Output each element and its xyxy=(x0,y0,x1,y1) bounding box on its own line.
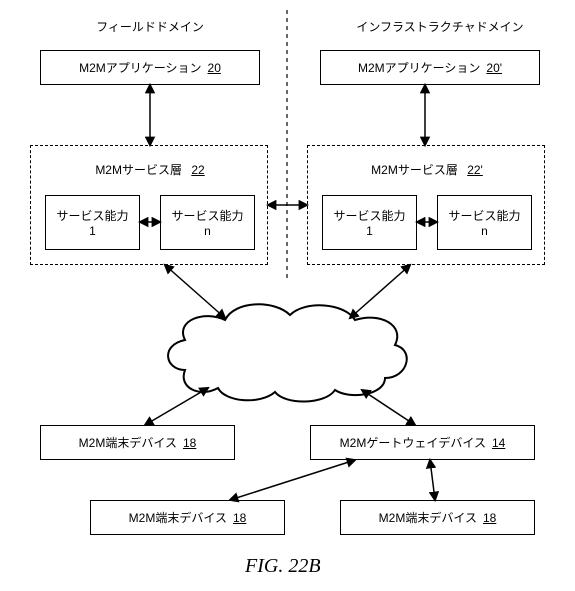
m2m-terminal-c-box: M2M端末デバイス 18 xyxy=(340,500,535,535)
label-text: M2Mサービス層 xyxy=(371,163,458,177)
cap-label: サービス能力 xyxy=(448,207,520,224)
cap-label: サービス能力 xyxy=(171,207,243,224)
label-text: フィールドドメイン xyxy=(96,20,204,34)
cap-sub: 1 xyxy=(89,224,96,238)
service-right-label: M2Mサービス層 22' xyxy=(308,161,546,178)
m2m-terminal-a-box: M2M端末デバイス 18 xyxy=(40,425,235,460)
box-label: M2Mゲートウェイデバイス xyxy=(340,434,486,451)
box-ref: 14 xyxy=(492,436,505,450)
edge-gw-term-b xyxy=(230,460,355,500)
edge-svc-net-left xyxy=(165,265,225,318)
label-ref: 22' xyxy=(467,163,483,177)
label-text: M2Mサービス層 xyxy=(95,163,182,177)
box-ref: 20' xyxy=(486,61,502,75)
m2m-terminal-b-box: M2M端末デバイス 18 xyxy=(90,500,285,535)
edge-svc-net-right xyxy=(350,265,410,318)
cloud-label: 通信ネットワーク xyxy=(239,340,335,357)
infra-domain-label: インフラストラクチャドメイン xyxy=(350,18,530,35)
capability-right-1-box: サービス能力 1 xyxy=(322,195,417,250)
network-cloud-label: 通信ネットワーク 12 xyxy=(212,333,362,377)
box-label: M2M端末デバイス xyxy=(379,509,477,526)
caption-text: FIG. 22B xyxy=(245,555,321,577)
capability-left-1-box: サービス能力 1 xyxy=(45,195,140,250)
cap-sub: 1 xyxy=(366,224,373,238)
figure-caption: FIG. 22B xyxy=(245,555,321,578)
cap-label: サービス能力 xyxy=(333,207,405,224)
edge-net-term-a xyxy=(145,388,208,425)
box-ref: 18 xyxy=(233,511,246,525)
edge-gw-term-c xyxy=(430,460,435,500)
capability-right-n-box: サービス能力 n xyxy=(437,195,532,250)
box-ref: 18 xyxy=(183,436,196,450)
m2m-gateway-box: M2Mゲートウェイデバイス 14 xyxy=(310,425,535,460)
box-label: M2M端末デバイス xyxy=(79,434,177,451)
service-left-label: M2Mサービス層 22 xyxy=(31,161,269,178)
box-label: M2M端末デバイス xyxy=(129,509,227,526)
box-label: M2Mアプリケーション xyxy=(358,59,480,76)
box-ref: 20 xyxy=(208,61,221,75)
cap-label: サービス能力 xyxy=(56,207,128,224)
box-ref: 18 xyxy=(483,511,496,525)
edge-net-gateway xyxy=(362,390,415,425)
capability-left-n-box: サービス能力 n xyxy=(160,195,255,250)
m2m-app-left-box: M2Mアプリケーション 20 xyxy=(40,50,260,85)
box-label: M2Mアプリケーション xyxy=(79,59,201,76)
label-text: インフラストラクチャドメイン xyxy=(356,20,523,34)
m2m-app-right-box: M2Mアプリケーション 20' xyxy=(320,50,540,85)
cloud-ref: 12 xyxy=(280,357,293,371)
cap-sub: n xyxy=(481,224,488,238)
field-domain-label: フィールドドメイン xyxy=(80,18,220,35)
label-ref: 22 xyxy=(191,163,204,177)
cap-sub: n xyxy=(204,224,211,238)
